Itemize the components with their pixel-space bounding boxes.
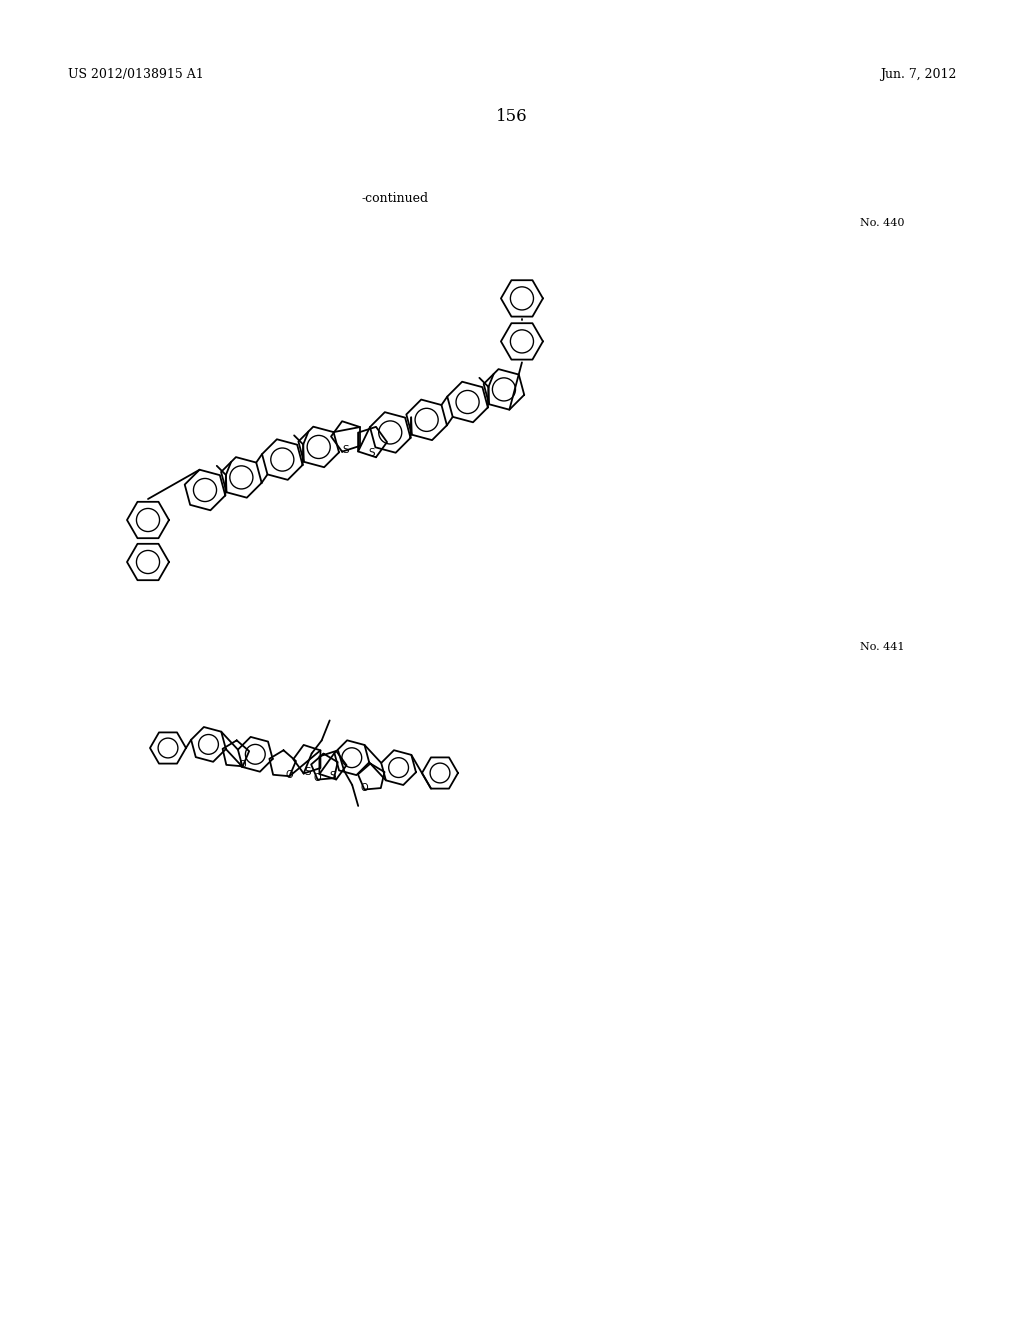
Text: Jun. 7, 2012: Jun. 7, 2012 <box>880 69 956 81</box>
Text: -continued: -continued <box>362 191 429 205</box>
Text: O: O <box>314 774 322 783</box>
Text: O: O <box>360 783 369 793</box>
Text: US 2012/0138915 A1: US 2012/0138915 A1 <box>68 69 204 81</box>
Text: S: S <box>330 771 336 780</box>
Text: No. 441: No. 441 <box>860 642 904 652</box>
Text: O: O <box>286 770 293 780</box>
Text: No. 440: No. 440 <box>860 218 904 228</box>
Text: S: S <box>369 449 376 458</box>
Text: O: O <box>239 760 247 770</box>
Text: S: S <box>343 445 349 455</box>
Text: 156: 156 <box>497 108 527 125</box>
Text: S: S <box>304 767 310 777</box>
